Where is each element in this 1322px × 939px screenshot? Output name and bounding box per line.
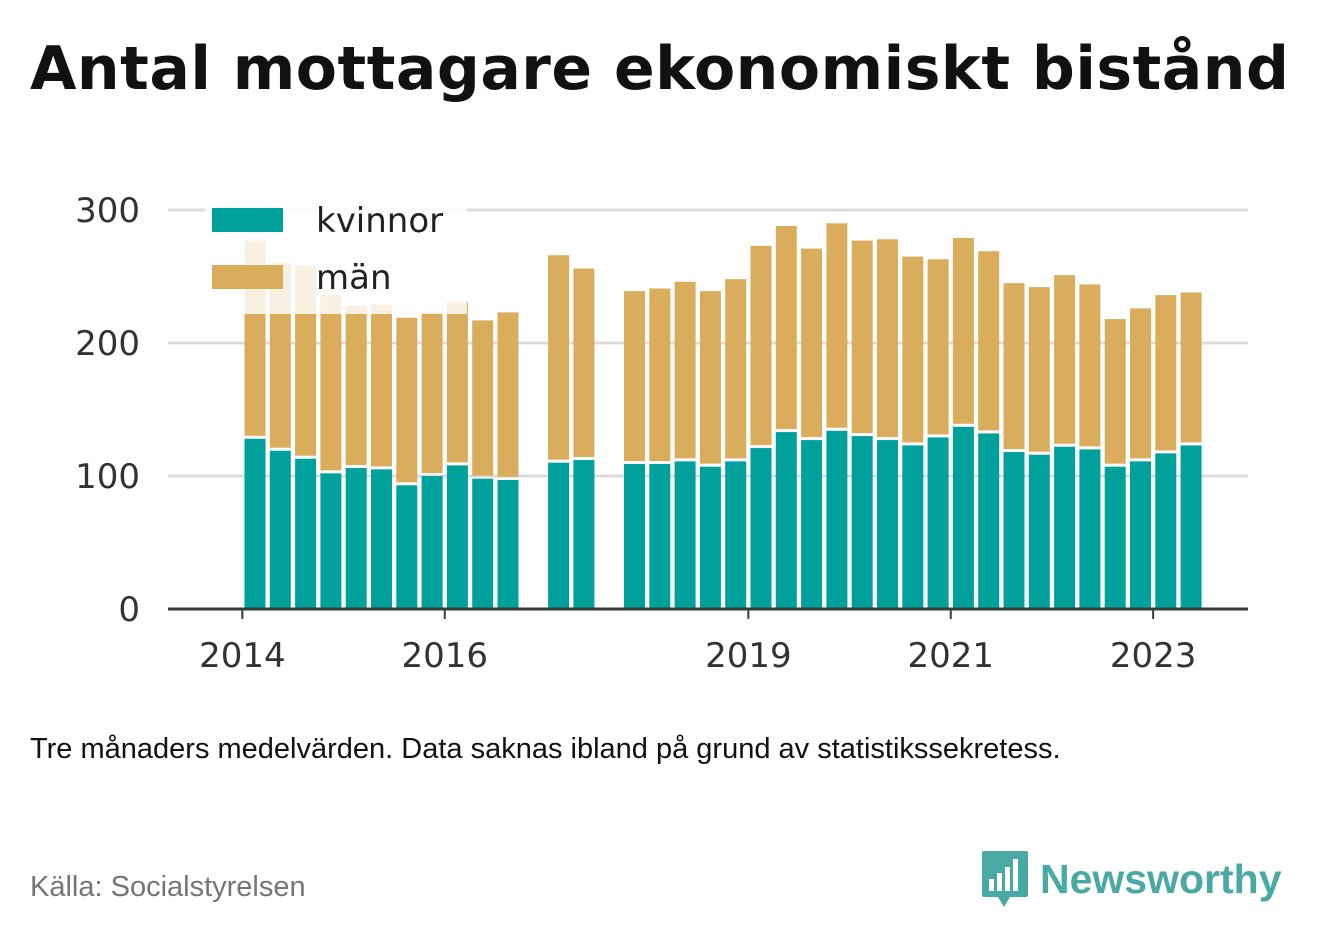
bar-man [927, 259, 949, 435]
bar-kvinnor [927, 437, 949, 609]
bar-kvinnor [649, 464, 671, 609]
chart-note: Tre månaders medelvärden. Data saknas ib… [30, 733, 1061, 765]
bar-man [952, 237, 974, 424]
bar-man [548, 255, 570, 460]
bar-man [1003, 283, 1025, 450]
x-tick-label: 2019 [705, 636, 792, 676]
newsworthy-logo-icon [982, 851, 1028, 907]
stacked-bar-chart: 0 100 200 300 2014 2016 2019 2021 2023 kvinnor mä… [75, 191, 1248, 676]
source-credit: Källa: Socialstyrelsen [30, 871, 306, 903]
bar-man [1155, 295, 1177, 451]
y-tick-label: 200 [75, 324, 140, 364]
y-tick-label: 100 [75, 457, 140, 497]
bar-kvinnor [952, 426, 974, 609]
bar-man [674, 281, 696, 459]
bar-man [1028, 287, 1050, 452]
bar-man [472, 320, 494, 476]
brand-logo: Newsworthy [980, 846, 1282, 912]
bar-kvinnor [269, 450, 291, 609]
bar-kvinnor [497, 479, 519, 609]
bar-kvinnor [421, 476, 443, 609]
y-tick-label: 0 [118, 590, 140, 630]
bar-kvinnor [1054, 446, 1076, 609]
bar-kvinnor [1180, 445, 1202, 609]
bar-kvinnor [902, 445, 924, 609]
bar-kvinnor [978, 433, 1000, 609]
bar-man [446, 301, 468, 463]
bar-man [978, 251, 1000, 431]
x-tick-label: 2014 [199, 636, 286, 676]
bar-kvinnor [1028, 454, 1050, 609]
bar-man [371, 304, 392, 467]
bar-man [345, 305, 367, 466]
axes: 0 100 200 300 2014 2016 2019 2021 2023 [75, 191, 1248, 676]
bar-man [649, 288, 671, 462]
bar-man [750, 245, 772, 446]
legend-swatch-man [212, 265, 283, 289]
bar-man [877, 239, 898, 438]
bar-kvinnor [1155, 453, 1177, 609]
bar-man [320, 295, 342, 471]
bar-man [421, 312, 443, 473]
legend: kvinnor män [205, 201, 467, 314]
bar-man [826, 223, 848, 428]
chart-title: Antal mottagare ekonomiskt bistånd [30, 34, 1290, 104]
bar-kvinnor [775, 432, 797, 609]
bar-kvinnor [826, 430, 848, 609]
bar-kvinnor [295, 458, 317, 609]
y-tick-label: 300 [75, 191, 140, 231]
bar-man [851, 240, 873, 434]
bar-man [902, 256, 924, 443]
bar-kvinnor [320, 473, 342, 609]
bar-kvinnor [851, 436, 873, 609]
bar-kvinnor [877, 440, 898, 609]
bar-kvinnor [371, 469, 392, 609]
bar-man [1180, 292, 1202, 443]
bar-man [1054, 275, 1076, 444]
bar-kvinnor [1003, 452, 1025, 609]
bar-kvinnor [345, 468, 367, 609]
x-tick-label: 2021 [907, 636, 994, 676]
x-tick-label: 2016 [401, 636, 488, 676]
bar-kvinnor [244, 438, 266, 609]
bar-man [1104, 319, 1126, 464]
bar-man [497, 312, 519, 477]
bar-kvinnor [1079, 449, 1101, 609]
bar-kvinnor [396, 485, 418, 609]
bar-kvinnor [801, 440, 823, 609]
legend-label: män [316, 258, 392, 298]
legend-swatch-kvinnor [212, 208, 283, 232]
brand-name: Newsworthy [1040, 855, 1282, 902]
bar-kvinnor [472, 478, 494, 609]
bar-kvinnor [624, 464, 645, 609]
bar-man [573, 268, 595, 458]
bar-kvinnor [1130, 461, 1151, 609]
bar-man [699, 291, 721, 464]
bar-kvinnor [750, 448, 772, 609]
bar-man [1079, 284, 1101, 447]
legend-label: kvinnor [316, 201, 443, 241]
x-tick-label: 2023 [1110, 636, 1197, 676]
bar-kvinnor [674, 461, 696, 609]
bar-man [775, 225, 797, 430]
bar-kvinnor [699, 466, 721, 609]
bar-kvinnor [725, 461, 747, 609]
bar-man [725, 279, 747, 459]
bar-kvinnor [573, 460, 595, 609]
bar-man [801, 248, 823, 438]
bar-man [624, 291, 645, 462]
bar-kvinnor [548, 462, 570, 609]
bar-man [1130, 308, 1151, 459]
bar-man [396, 317, 418, 483]
bar-kvinnor [1104, 466, 1126, 609]
bar-kvinnor [446, 465, 468, 609]
